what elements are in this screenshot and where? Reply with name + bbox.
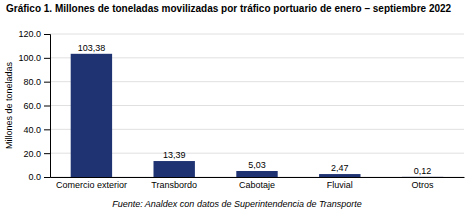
x-tick: Fluvial	[327, 177, 353, 190]
tick-label: Comercio exterior	[56, 180, 127, 190]
data-label: 2,47	[331, 163, 349, 173]
data-label: 13,39	[163, 150, 186, 160]
data-label: 103,38	[78, 43, 106, 53]
tick-label: Fluvial	[327, 180, 353, 190]
data-labels: 103,38 13,39 5,03 2,47 0,12	[78, 43, 432, 176]
bars	[71, 54, 444, 177]
title: Gráfico 1. Millones de toneladas moviliz…	[6, 3, 452, 14]
axis-line	[44, 35, 51, 178]
x-tick: Otros	[412, 177, 435, 190]
tick-mark	[44, 177, 50, 178]
tick-mark	[44, 58, 50, 59]
footnote: Fuente: Analdex con datos de Superintend…	[112, 199, 362, 209]
tick-label: 120.0	[18, 29, 41, 39]
y-tick: 100.0	[18, 53, 50, 63]
tick-mark	[44, 34, 50, 35]
plot: 103,38 13,39 5,03 2,47 0,12 0.0 20.0 40.0 60.0 80…	[18, 29, 464, 190]
y-tick: 40.0	[23, 125, 50, 135]
tick-label: Otros	[412, 180, 435, 190]
tick-label: Transbordo	[151, 180, 197, 190]
data-label: 5,03	[248, 160, 266, 170]
bar	[71, 54, 112, 177]
y-tick: 60.0	[23, 101, 50, 111]
grid	[50, 34, 464, 177]
y-tick: 120.0	[18, 29, 50, 39]
grid-line	[50, 34, 464, 35]
tick-label: Cabotaje	[239, 180, 275, 190]
x-tick: Cabotaje	[239, 177, 275, 190]
tick-label: 20.0	[23, 149, 41, 159]
tick-label: 40.0	[23, 125, 41, 135]
axis-line	[51, 177, 465, 178]
x-tick: Transbordo	[151, 177, 197, 190]
tick-mark	[44, 82, 50, 83]
tick-label: 80.0	[23, 77, 41, 87]
chart: Gráfico 1. Millones de toneladas moviliz…	[0, 0, 474, 211]
y-tick: 0.0	[28, 172, 50, 182]
x-tick: Comercio exterior	[56, 177, 127, 190]
x-axis: Comercio exterior Transbordo Cabotaje Fluvi…	[51, 177, 465, 190]
bar	[154, 161, 195, 177]
y-axis-title: Millones de toneladas	[4, 61, 14, 149]
title-line: Gráfico 1. Millones de toneladas moviliz…	[6, 3, 452, 14]
bar	[236, 171, 277, 177]
tick-mark	[44, 106, 50, 107]
bar	[319, 174, 360, 177]
tick-mark	[44, 129, 50, 130]
y-axis: 0.0 20.0 40.0 60.0 80.0 100.0 120.0	[18, 29, 50, 182]
tick-label: 60.0	[23, 101, 41, 111]
y-tick: 80.0	[23, 77, 50, 87]
y-tick: 20.0	[23, 149, 50, 159]
bar	[402, 176, 443, 177]
tick-mark	[44, 153, 50, 154]
tick-label: 100.0	[18, 53, 41, 63]
data-label: 0,12	[414, 166, 432, 176]
tick-label: 0.0	[28, 172, 41, 182]
